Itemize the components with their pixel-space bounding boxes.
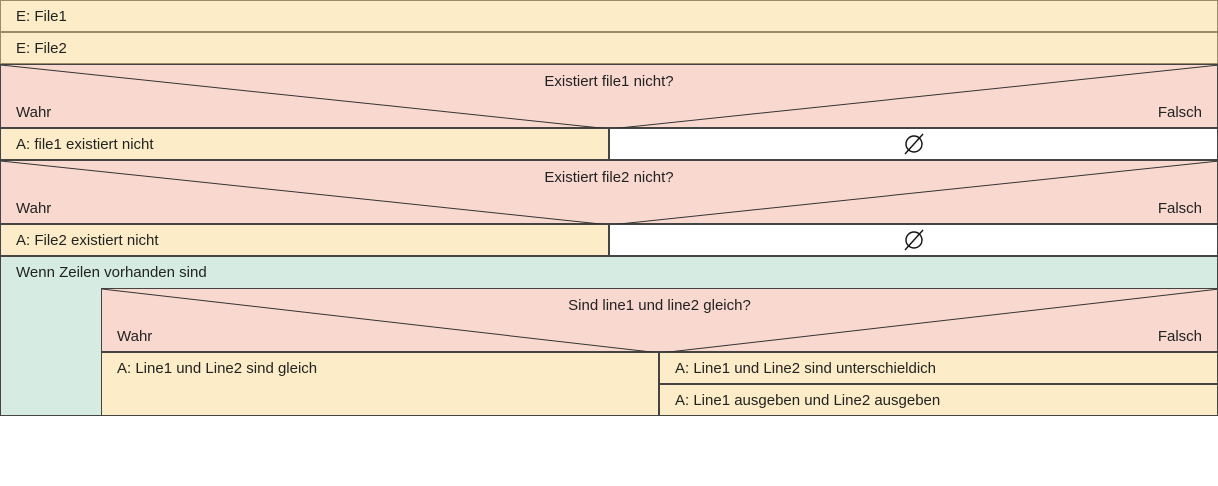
- condition-file2: Existiert file2 nicht? Wahr Falsch: [0, 160, 1218, 226]
- empty-branch-2: [609, 224, 1218, 256]
- condition-lines-equal: Sind line1 und line2 gleich? Wahr Falsch: [101, 288, 1218, 354]
- action-lines-equal-label: A: Line1 und Line2 sind gleich: [117, 360, 318, 377]
- condition-lines-equal-question: Sind line1 und line2 gleich?: [568, 297, 751, 314]
- action-lines-equal: A: Line1 und Line2 sind gleich: [101, 352, 659, 416]
- condition-file2-true-label: Wahr: [16, 200, 52, 217]
- condition-lines-equal-true-label: Wahr: [117, 328, 153, 345]
- action-output-lines: A: Line1 ausgeben und Line2 ausgeben: [659, 384, 1218, 416]
- input-file2: E: File2: [0, 32, 1218, 64]
- empty-set-icon: [610, 225, 1217, 255]
- action-file1-missing: A: file1 existiert nicht: [0, 128, 609, 160]
- action-file2-missing: A: File2 existiert nicht: [0, 224, 609, 256]
- action-file2-missing-label: A: File2 existiert nicht: [16, 232, 159, 249]
- action-lines-different-label: A: Line1 und Line2 sind unterschieldich: [675, 360, 937, 377]
- condition-file2-false-label: Falsch: [1157, 200, 1202, 217]
- input-file1-label: E: File1: [16, 8, 67, 25]
- action-lines-different: A: Line1 und Line2 sind unterschieldich: [659, 352, 1218, 384]
- input-file1: E: File1: [0, 0, 1218, 32]
- empty-branch-1: [609, 128, 1218, 160]
- condition-file1-false-label: Falsch: [1157, 104, 1202, 121]
- input-file2-label: E: File2: [16, 40, 67, 57]
- condition-file1: Existiert file1 nicht? Wahr Falsch: [0, 64, 1218, 130]
- action-file1-missing-label: A: file1 existiert nicht: [16, 136, 154, 153]
- condition-file2-question: Existiert file2 nicht?: [544, 169, 674, 186]
- loop-lines-label: Wenn Zeilen vorhanden sind: [16, 264, 207, 281]
- condition-file1-question: Existiert file1 nicht?: [544, 73, 674, 90]
- empty-set-icon: [610, 129, 1217, 159]
- condition-file1-true-label: Wahr: [16, 104, 52, 121]
- action-output-lines-label: A: Line1 ausgeben und Line2 ausgeben: [675, 392, 941, 409]
- condition-lines-equal-false-label: Falsch: [1157, 328, 1202, 345]
